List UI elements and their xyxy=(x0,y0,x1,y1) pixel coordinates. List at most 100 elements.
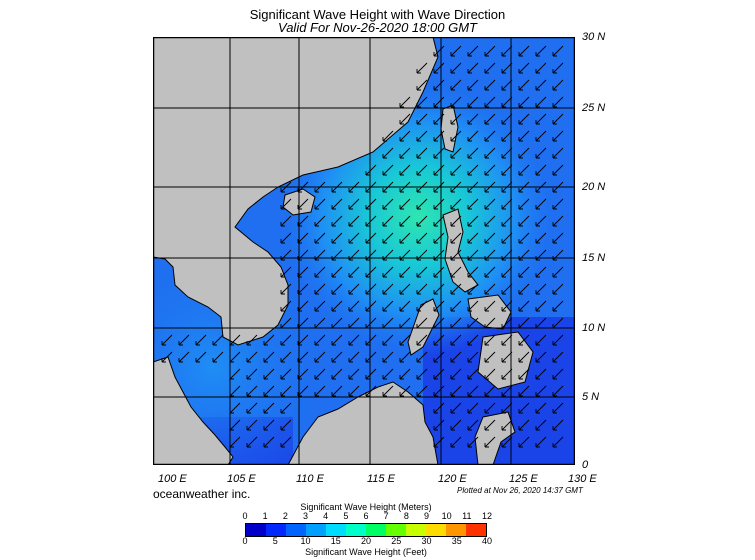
colorbar-title-meters: Significant Wave Height (Meters) xyxy=(300,502,432,512)
lon-label: 115 E xyxy=(367,473,395,485)
land-malay-peninsula xyxy=(153,356,234,465)
lat-label: 10 N xyxy=(582,322,606,334)
wave-arrow xyxy=(416,334,428,346)
wave-arrow xyxy=(467,62,479,74)
wave-arrow xyxy=(331,283,343,295)
wave-arrow xyxy=(467,249,479,261)
wave-arrow xyxy=(416,368,428,380)
wave-arrow xyxy=(501,198,513,210)
wave-arrow xyxy=(467,147,479,159)
wave-arrow xyxy=(433,436,445,448)
wave-arrow xyxy=(416,198,428,210)
wave-arrow xyxy=(484,385,496,397)
wave-arrow xyxy=(450,317,462,329)
wave-arrow xyxy=(416,317,428,329)
wave-arrow xyxy=(467,198,479,210)
wave-arrow xyxy=(535,215,547,227)
wave-arrow xyxy=(535,249,547,261)
wave-arrow xyxy=(501,249,513,261)
wave-arrow xyxy=(552,419,564,431)
wave-arrow xyxy=(450,436,462,448)
wave-arrow xyxy=(484,266,496,278)
wave-arrow xyxy=(416,232,428,244)
wave-arrow xyxy=(382,368,394,380)
wave-arrow xyxy=(331,198,343,210)
wave-arrow xyxy=(161,334,173,346)
wave-arrow xyxy=(467,402,479,414)
wave-arrow xyxy=(348,266,360,278)
wave-arrow xyxy=(399,385,411,397)
wave-arrow xyxy=(382,334,394,346)
wave-arrow xyxy=(331,385,343,397)
wave-arrow xyxy=(433,130,445,142)
land-philippines-visayas xyxy=(467,294,512,330)
wave-arrow xyxy=(535,232,547,244)
wave-arrow xyxy=(518,419,530,431)
wave-arrow xyxy=(552,79,564,91)
wave-arrow xyxy=(348,385,360,397)
wave-arrow xyxy=(314,351,326,363)
land-sulawesi xyxy=(474,411,516,465)
wave-arrow xyxy=(450,249,462,261)
wave-arrow xyxy=(552,436,564,448)
wave-arrow xyxy=(450,283,462,295)
wave-arrow xyxy=(484,351,496,363)
wave-arrow xyxy=(484,181,496,193)
wave-arrow xyxy=(314,266,326,278)
wave-arrow xyxy=(365,164,377,176)
wave-arrow xyxy=(382,283,394,295)
wave-arrow xyxy=(552,283,564,295)
wave-arrow xyxy=(518,96,530,108)
wave-arrow xyxy=(518,385,530,397)
wave-arrow xyxy=(433,368,445,380)
wave-arrow xyxy=(365,300,377,312)
wave-arrow xyxy=(314,317,326,329)
wave-arrow xyxy=(280,215,292,227)
wave-arrow xyxy=(348,249,360,261)
wave-arrow xyxy=(535,317,547,329)
wave-arrow xyxy=(365,181,377,193)
wave-arrow xyxy=(365,283,377,295)
wave-arrow xyxy=(467,96,479,108)
lon-label: 120 E xyxy=(438,473,467,485)
wave-arrow xyxy=(484,147,496,159)
wave-arrow xyxy=(450,96,462,108)
wave-arrow xyxy=(314,232,326,244)
wave-arrow xyxy=(552,266,564,278)
wave-arrow xyxy=(535,164,547,176)
wave-arrow xyxy=(450,147,462,159)
wave-arrow xyxy=(535,181,547,193)
wave-arrow xyxy=(297,351,309,363)
wave-arrow xyxy=(280,419,292,431)
wave-arrow xyxy=(382,130,394,142)
wave-arrow xyxy=(484,249,496,261)
wave-arrow xyxy=(382,147,394,159)
graticule xyxy=(153,37,575,465)
wave-arrow xyxy=(552,351,564,363)
wave-arrow xyxy=(416,147,428,159)
wave-arrow xyxy=(518,368,530,380)
wave-arrow xyxy=(314,181,326,193)
wave-arrow xyxy=(399,215,411,227)
feet-tick-label: 5 xyxy=(272,536,278,546)
wave-arrow xyxy=(518,334,530,346)
wave-arrow xyxy=(518,147,530,159)
wave-arrow xyxy=(331,181,343,193)
wave-arrow xyxy=(263,402,275,414)
wave-arrow xyxy=(195,334,207,346)
wave-arrow xyxy=(314,215,326,227)
wave-arrow xyxy=(552,300,564,312)
wave-arrow xyxy=(484,62,496,74)
colorbar-segment xyxy=(406,524,426,536)
wave-arrow xyxy=(467,215,479,227)
map-frame xyxy=(153,37,575,465)
wave-arrow xyxy=(552,249,564,261)
meters-tick-label: 8 xyxy=(403,511,409,521)
wave-arrow xyxy=(501,402,513,414)
meters-tick-label: 6 xyxy=(363,511,369,521)
wave-arrow xyxy=(365,232,377,244)
wave-arrow xyxy=(484,45,496,57)
wave-arrow xyxy=(382,215,394,227)
wave-arrow xyxy=(535,368,547,380)
wave-direction-arrows xyxy=(161,45,564,448)
